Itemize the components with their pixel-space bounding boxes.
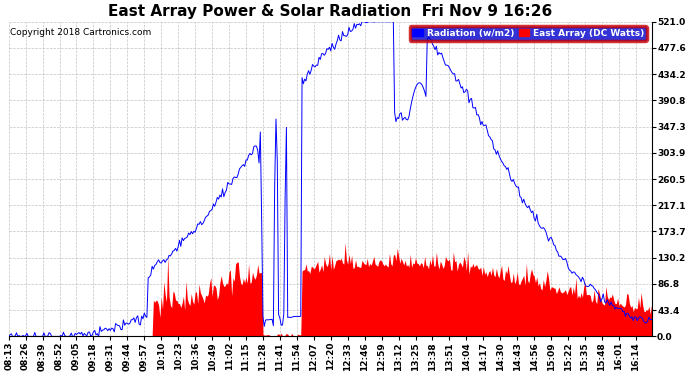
Legend: Radiation (w/m2), East Array (DC Watts): Radiation (w/m2), East Array (DC Watts) — [410, 26, 647, 40]
Text: Copyright 2018 Cartronics.com: Copyright 2018 Cartronics.com — [10, 28, 151, 37]
Title: East Array Power & Solar Radiation  Fri Nov 9 16:26: East Array Power & Solar Radiation Fri N… — [108, 4, 552, 19]
